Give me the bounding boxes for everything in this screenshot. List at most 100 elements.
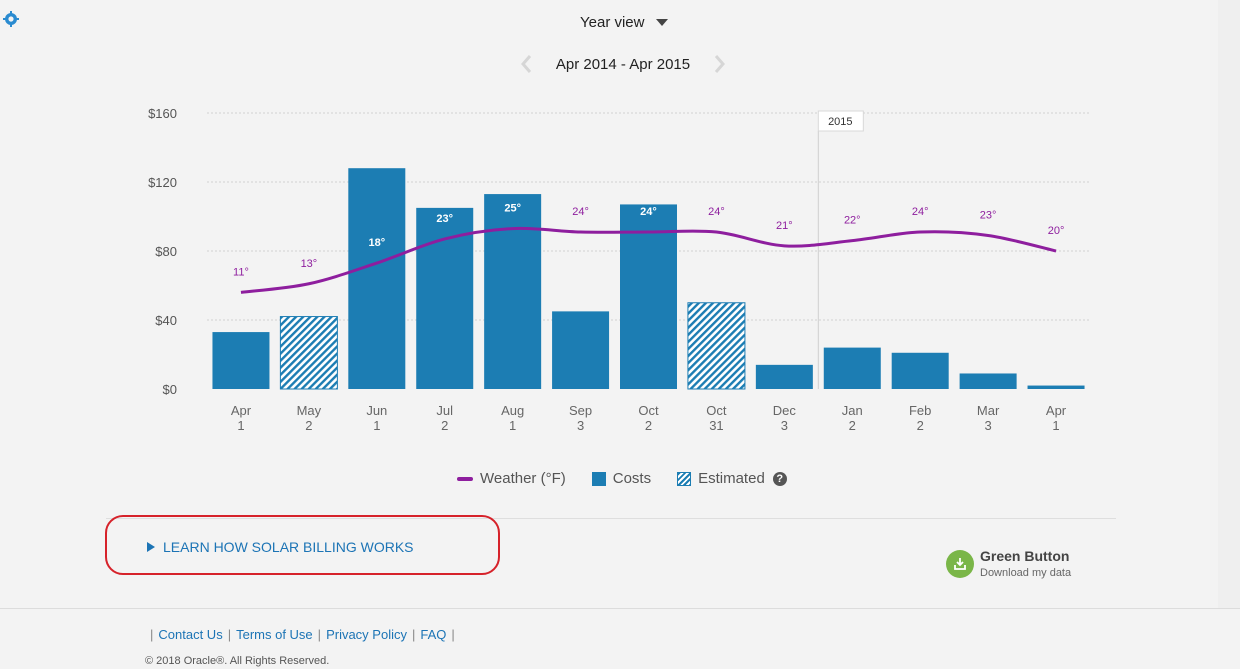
year-view-label: Year view [580,14,645,31]
x-tick-day: 2 [645,418,652,433]
year-marker-box [817,110,864,132]
cost-bar[interactable] [552,311,610,389]
x-tick-month: Dec [773,403,797,418]
legend-weather[interactable]: Weather (°F) [457,470,566,487]
cost-bar[interactable] [484,194,542,389]
x-tick-day: 1 [1052,418,1059,433]
footer-separator: | [451,627,455,642]
x-tick-month: Jan [842,403,863,418]
weather-data-label: 24° [572,206,589,218]
footer-separator: | [227,627,232,642]
estimated-cost-bar[interactable] [687,302,746,390]
solar-billing-label: LEARN HOW SOLAR BILLING WORKS [163,539,414,555]
footer-links: | Contact Us | Terms of Use | Privacy Po… [145,627,460,642]
x-tick-day: 2 [441,418,448,433]
cost-bar[interactable] [348,168,406,389]
x-tick-month: Aug [501,403,524,418]
green-button-subtitle: Download my data [980,567,1072,579]
x-tick-month: Jul [436,403,453,418]
legend-estimated[interactable]: Estimated ? [677,470,787,487]
cost-bar[interactable] [823,347,881,389]
chevron-left-icon[interactable] [518,53,536,75]
footer-separator: | [411,627,416,642]
x-tick-month: Sep [569,403,592,418]
copyright-text: © 2018 Oracle®. All Rights Reserved. [145,655,330,667]
x-tick-month: Apr [231,403,252,418]
weather-data-label: 20° [1048,225,1065,237]
year-marker-label: 2015 [828,116,852,128]
x-tick-day: 1 [237,418,244,433]
x-tick-month: Feb [909,403,931,418]
x-tick-day: 1 [509,418,516,433]
x-tick-month: May [297,403,322,418]
weather-data-label: 23° [980,209,997,221]
cost-bar[interactable] [1027,385,1085,389]
footer-separator: | [150,627,154,642]
green-button-title: Green Button [980,548,1070,564]
legend-estimated-label: Estimated [698,470,765,487]
weather-data-label: 22° [844,215,861,227]
date-range-label: Apr 2014 - Apr 2015 [555,56,691,73]
weather-data-label: 24° [708,206,725,218]
legend-costs[interactable]: Costs [591,470,652,487]
weather-data-label: 24° [640,206,657,218]
green-button[interactable]: Green Button Download my data [946,548,1071,579]
caret-down-icon [656,19,669,26]
download-icon [946,549,974,578]
weather-data-label: 25° [504,203,521,215]
cost-bar[interactable] [212,332,270,389]
x-tick-day: 3 [984,418,991,433]
y-tick-label: $80 [155,244,177,259]
x-tick-day: 2 [305,418,312,433]
x-tick-month: Jun [366,403,387,418]
weather-data-label: 21° [776,220,793,232]
x-tick-month: Oct [638,403,659,418]
triangle-right-icon [147,542,155,552]
weather-data-label: 18° [368,237,385,249]
cost-bar[interactable] [620,204,677,389]
solar-billing-highlight: LEARN HOW SOLAR BILLING WORKS [105,515,500,575]
contact-us-link[interactable]: Contact Us [158,627,223,642]
y-tick-label: $120 [148,175,177,190]
legend-costs-label: Costs [612,470,652,487]
weather-line[interactable] [240,226,1057,294]
x-tick-day: 2 [849,418,856,433]
line-swatch-icon [457,476,473,481]
x-tick-day: 2 [917,418,924,433]
solar-billing-link[interactable]: LEARN HOW SOLAR BILLING WORKS [147,539,414,555]
bar-swatch-icon [591,471,606,486]
x-tick-day: 3 [577,418,584,433]
gear-icon[interactable] [3,11,19,27]
y-tick-label: $160 [148,106,177,121]
scrollbar-track[interactable] [1218,0,1240,608]
legend-weather-label: Weather (°F) [480,470,566,487]
section-divider [106,518,1116,519]
privacy-policy-link[interactable]: Privacy Policy [326,627,407,642]
y-tick-label: $0 [163,382,177,397]
x-tick-month: Oct [706,403,727,418]
cost-bar[interactable] [959,373,1017,389]
terms-of-use-link[interactable]: Terms of Use [236,627,313,642]
x-tick-day: 1 [373,418,380,433]
estimated-cost-bar[interactable] [279,316,338,390]
hatch-swatch-icon [677,471,692,486]
y-tick-label: $40 [155,313,177,328]
cost-bar[interactable] [891,352,949,389]
footer-separator: | [317,627,322,642]
help-icon[interactable]: ? [772,471,787,486]
faq-link[interactable]: FAQ [420,627,447,642]
cost-weather-chart: $0 $40 $80 $120 $160 2015 11° 13° 18° 23° 25° 24°… [148,106,1090,433]
x-tick-month: Mar [977,403,1000,418]
weather-data-label: 23° [436,213,453,225]
x-tick-month: Apr [1046,403,1067,418]
chevron-right-icon[interactable] [710,53,728,75]
date-range-nav: Apr 2014 - Apr 2015 [518,53,728,77]
cost-bar[interactable] [755,364,813,389]
year-view-dropdown[interactable]: Year view [580,14,669,31]
footer-divider [0,608,1240,609]
weather-data-label: 11° [233,266,249,278]
chart-legend: Weather (°F) Costs Estimated ? [457,470,813,487]
weather-data-label: 24° [912,206,929,218]
weather-data-label: 13° [301,258,318,270]
x-tick-day: 3 [781,418,788,433]
